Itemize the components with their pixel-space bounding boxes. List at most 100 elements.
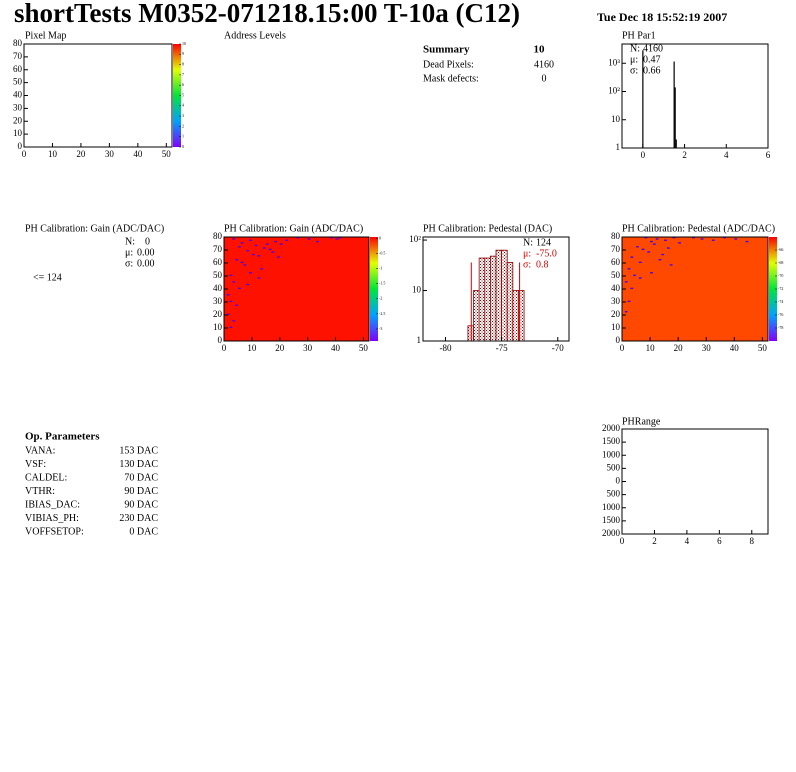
y-tick-label: 0 bbox=[18, 141, 23, 151]
color-tick-label: -68 bbox=[778, 260, 783, 265]
color-tick-label: -76 bbox=[778, 312, 783, 317]
y-tick-label: 0 bbox=[218, 335, 223, 345]
color-tick-label: -74 bbox=[778, 299, 783, 304]
y-tick-label: 70 bbox=[213, 244, 223, 254]
x-tick-label: 10 bbox=[247, 343, 257, 353]
y-tick-label: 30 bbox=[13, 102, 23, 112]
op-value: 130 DAC bbox=[119, 459, 158, 470]
color-tick-label: -72 bbox=[778, 286, 783, 291]
color-tick-label: -3 bbox=[379, 326, 382, 331]
heatmap-cell bbox=[285, 239, 289, 241]
x-tick-label: 2 bbox=[652, 536, 657, 546]
heatmap-cell bbox=[246, 283, 250, 286]
heatmap-cell bbox=[627, 268, 631, 270]
color-tick-label: 10 bbox=[182, 41, 186, 46]
x-tick-label: 10 bbox=[48, 149, 58, 159]
color-tick-label: 7 bbox=[182, 72, 184, 77]
heatmap-cell bbox=[229, 300, 233, 302]
y-tick-label: 10 bbox=[412, 285, 422, 295]
bar bbox=[675, 139, 677, 148]
op-title: Op. Parameters bbox=[25, 431, 100, 443]
stat-label: σ: bbox=[125, 258, 133, 269]
x-tick-label: 6 bbox=[717, 536, 722, 546]
y-tick-label: 10² bbox=[409, 234, 421, 244]
heatmap-cell bbox=[254, 244, 258, 247]
heatmap-cell bbox=[633, 274, 637, 276]
summary-value: 0 bbox=[542, 73, 547, 84]
heatmap-cell bbox=[636, 246, 639, 248]
x-tick-label: 20 bbox=[76, 149, 86, 159]
color-tick-label: 5 bbox=[182, 92, 184, 97]
x-tick-label: 50 bbox=[359, 343, 369, 353]
hist-bar bbox=[501, 249, 508, 342]
page-title: shortTests M0352-071218.15:00 T-10a (C12… bbox=[14, 0, 520, 28]
y-tick-label: 50 bbox=[611, 270, 621, 280]
summary-label: Dead Pixels: bbox=[423, 59, 474, 70]
y-tick-label: 10 bbox=[611, 322, 621, 332]
x-tick-label: 40 bbox=[730, 343, 740, 353]
op-label: VOFFSETOP: bbox=[25, 526, 84, 537]
x-tick-label: 4 bbox=[724, 150, 729, 160]
op-value: 0 DAC bbox=[129, 526, 158, 537]
heatmap-cell bbox=[638, 277, 642, 279]
op-value: 90 DAC bbox=[124, 499, 158, 510]
x-tick-label: 30 bbox=[303, 343, 313, 353]
op-value: 70 DAC bbox=[124, 472, 158, 483]
heatmap-cell bbox=[229, 274, 233, 276]
heatmap-cell bbox=[268, 248, 272, 250]
op-label: VANA: bbox=[25, 445, 55, 456]
y-tick-label: 40 bbox=[611, 283, 621, 293]
op-label: VTHR: bbox=[25, 486, 55, 497]
chart-title: Address Levels bbox=[224, 30, 286, 41]
y-tick-label: 10² bbox=[608, 86, 620, 96]
heatmap-cell bbox=[307, 238, 311, 240]
stat-label: μ: bbox=[630, 54, 638, 65]
heatmap-cell bbox=[658, 259, 662, 261]
y-tick-label: 1 bbox=[616, 142, 621, 152]
summary-value: 10 bbox=[534, 44, 546, 56]
color-tick-label: -66 bbox=[778, 247, 783, 252]
heatmap-cell bbox=[669, 264, 673, 266]
heatmap-fill bbox=[224, 237, 369, 341]
y-tick-label: 1500 bbox=[602, 515, 621, 525]
color-tick-label: 0 bbox=[379, 235, 381, 240]
summary-title: Summary bbox=[423, 44, 470, 56]
heatmap-cell bbox=[249, 239, 252, 241]
hist-bar bbox=[467, 325, 474, 342]
heatmap-cell bbox=[672, 237, 676, 239]
x-tick-label: 50 bbox=[162, 149, 172, 159]
stat-value: 0 bbox=[145, 236, 150, 247]
y-tick-label: 1000 bbox=[602, 449, 621, 459]
op-value: 230 DAC bbox=[119, 513, 158, 524]
color-tick-label: -1 bbox=[379, 266, 382, 271]
heatmap-cell bbox=[652, 243, 656, 245]
y-tick-label: 1500 bbox=[602, 436, 621, 446]
hist-bar bbox=[478, 257, 486, 342]
stat-value: 124 bbox=[536, 237, 551, 248]
y-tick-label: 30 bbox=[213, 296, 223, 306]
plot-frame bbox=[23, 43, 173, 148]
stat-value: 0.8 bbox=[536, 259, 549, 270]
heatmap-cell bbox=[240, 242, 244, 244]
heatmap-cell bbox=[630, 256, 634, 258]
color-bar bbox=[173, 44, 181, 147]
heatmap-cell bbox=[251, 253, 255, 256]
stat-value: 0.00 bbox=[137, 247, 155, 258]
hist-bar bbox=[495, 249, 503, 342]
heatmap-cell bbox=[650, 240, 653, 243]
x-tick-label: 20 bbox=[674, 343, 684, 353]
y-tick-label: 80 bbox=[611, 231, 621, 241]
x-tick-label: 40 bbox=[331, 343, 341, 353]
hist-bar bbox=[484, 257, 491, 342]
stat-label: N: bbox=[125, 236, 135, 247]
heatmap-cell bbox=[647, 251, 651, 253]
y-tick-label: 60 bbox=[213, 257, 223, 267]
date: Tue Dec 18 15:52:19 2007 bbox=[597, 10, 727, 24]
x-tick-label: 8 bbox=[750, 536, 755, 546]
heatmap-cell bbox=[257, 255, 261, 257]
y-tick-label: 70 bbox=[13, 51, 23, 61]
heatmap-fill bbox=[622, 237, 768, 341]
y-tick-label: 50 bbox=[13, 77, 23, 87]
heatmap-cell bbox=[316, 240, 319, 243]
y-tick-label: 80 bbox=[13, 38, 23, 48]
